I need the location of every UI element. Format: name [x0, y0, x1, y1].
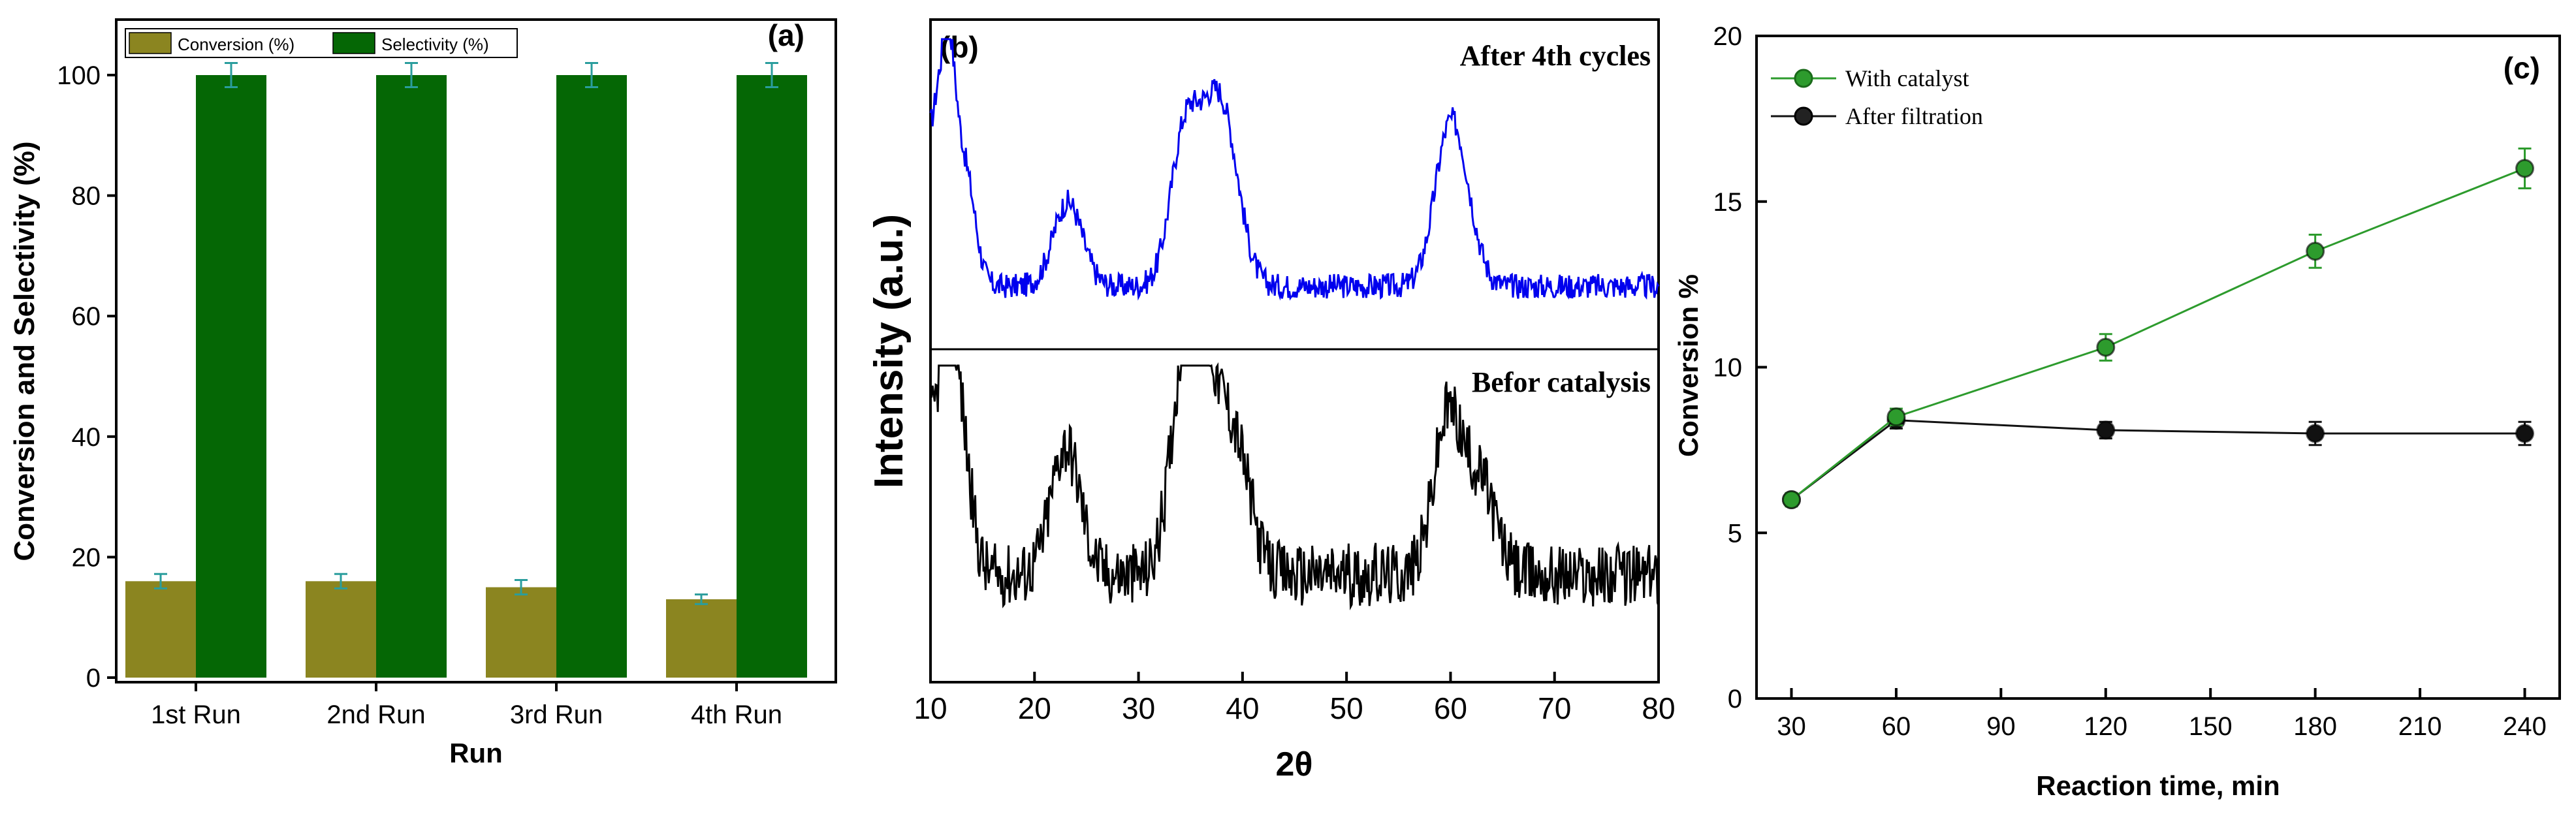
x-tick-label-run-4: 4th Run: [691, 700, 782, 729]
bar-conversion: [306, 581, 376, 678]
panel-b-plot-frame: [929, 18, 1660, 683]
x-tick-label: 70: [1538, 691, 1571, 725]
x-tick-label: 80: [1642, 691, 1675, 725]
panel-b-label: (b): [940, 30, 979, 64]
panel-c-y-axis-label: Conversion %: [1673, 274, 1704, 457]
x-tick-label: 50: [1330, 691, 1363, 725]
x-tick-label: 120: [2084, 712, 2127, 741]
y-tick-label: 100: [57, 61, 101, 90]
panel-a-x-axis-label: Run: [449, 738, 503, 768]
bar-selectivity: [737, 75, 807, 678]
panel-b-xrd-chart: (b) After 4th cycles Befor catalysis Int…: [867, 18, 1676, 783]
x-tick-label: 20: [1018, 691, 1051, 725]
series-label-befor-catalysis: Befor catalysis: [1472, 366, 1651, 398]
panel-a-bars: [125, 62, 807, 691]
x-tick-label: 40: [1226, 691, 1259, 725]
data-point-with-catalyst: [2306, 242, 2325, 261]
panel-c-plot-frame: [1755, 35, 2561, 700]
y-tick-label: 20: [1713, 22, 1743, 51]
panel-c-legend: With catalyst After filtration: [1771, 65, 1983, 129]
y-tick-label: 0: [86, 664, 101, 693]
legend-marker-with-catalyst: [1794, 69, 1813, 88]
panel-c-x-axis-label: Reaction time, min: [2036, 770, 2280, 801]
xrd-pattern-after-4th-cycles: [929, 38, 1660, 301]
panel-a-legend-frame: [125, 28, 518, 58]
panel-a-x-ticks: 1st Run 2nd Run 3rd Run 4th Run: [151, 700, 782, 729]
x-tick-label: 60: [1434, 691, 1467, 725]
series-line-after-filtration: [1790, 419, 2525, 501]
x-tick-label: 240: [2503, 712, 2547, 741]
data-point-with-catalyst: [2515, 159, 2535, 178]
x-tick-label: 210: [2398, 712, 2442, 741]
y-tick-label: 10: [1713, 354, 1743, 383]
xrd-pattern-befor-catalysis: [929, 362, 1660, 611]
x-tick-label-run-2: 2nd Run: [326, 700, 425, 729]
y-tick-label: 15: [1713, 188, 1743, 217]
bar-conversion: [486, 587, 556, 678]
legend-label-selectivity: Selectivity (%): [381, 35, 489, 54]
panel-b-x-ticks: 10 20 30 40 50 60 70 80: [914, 672, 1676, 725]
data-point-after-filtration: [2306, 424, 2325, 443]
panel-a-bar-chart: (a) Conversion and Selectivity (%) Run C…: [8, 18, 837, 768]
panel-a-legend: Conversion (%) Selectivity (%): [125, 28, 518, 58]
legend-marker-after-filtration: [1794, 106, 1813, 126]
x-tick-label: 180: [2293, 712, 2337, 741]
x-tick-label-run-3: 3rd Run: [510, 700, 603, 729]
x-tick-label: 30: [1777, 712, 1806, 741]
x-tick-label: 10: [914, 691, 947, 725]
bar-conversion: [125, 581, 196, 678]
bar-selectivity: [556, 75, 627, 678]
legend-swatch-conversion: [129, 32, 172, 54]
panel-b-x-axis-label: 2θ: [1275, 745, 1312, 783]
legend-label-conversion: Conversion (%): [178, 35, 294, 54]
y-tick-label: 0: [1728, 685, 1742, 714]
panel-c-series: [1781, 148, 2535, 509]
legend-label-after-filtration: After filtration: [1845, 103, 1983, 129]
y-tick-label: 80: [72, 182, 101, 211]
bar-selectivity: [376, 75, 447, 678]
data-point-after-filtration: [2515, 424, 2535, 443]
x-tick-label: 60: [1882, 712, 1911, 741]
bar-selectivity: [196, 75, 266, 678]
panel-a-plot-frame: [115, 18, 837, 683]
y-tick-label: 20: [72, 543, 101, 572]
panel-a-y-ticks: 0 20 40 60 80 100: [57, 61, 116, 693]
panel-a-y-axis-label: Conversion and Selectivity (%): [8, 141, 40, 561]
panel-c-label: (c): [2504, 51, 2540, 85]
series-line-with-catalyst: [1790, 167, 2526, 501]
series-label-after-4th-cycles: After 4th cycles: [1460, 40, 1651, 72]
bar-conversion: [666, 599, 737, 678]
panel-b-y-axis-label: Intensity (a.u.): [867, 214, 912, 488]
data-point-with-catalyst: [2096, 337, 2116, 357]
x-tick-label-run-1: 1st Run: [151, 700, 241, 729]
data-point-after-filtration: [2096, 420, 2116, 440]
x-tick-label: 150: [2189, 712, 2233, 741]
panel-a-label: (a): [768, 18, 804, 52]
x-tick-label: 30: [1122, 691, 1155, 725]
x-tick-label: 90: [1986, 712, 2016, 741]
y-tick-label: 40: [72, 423, 101, 452]
y-tick-label: 5: [1728, 519, 1742, 548]
data-point-with-catalyst: [1886, 407, 1906, 427]
panel-c-ticks: 30 60 90 120 150 180 210 240 0 5 10 15 20: [1713, 22, 2547, 741]
panel-c-line-chart: (c) Conversion % Reaction time, min With…: [1673, 22, 2561, 801]
y-tick-label: 60: [72, 302, 101, 331]
legend-label-with-catalyst: With catalyst: [1845, 65, 1969, 91]
data-point-with-catalyst: [1781, 490, 1801, 509]
legend-swatch-selectivity: [332, 32, 375, 54]
